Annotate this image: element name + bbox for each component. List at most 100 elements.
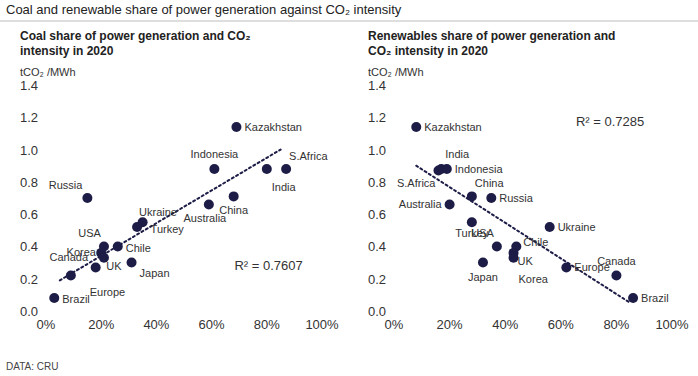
- x-tick: [211, 312, 212, 315]
- header-rule: [0, 21, 698, 22]
- point: [411, 122, 421, 132]
- y-tick-label: 0.6: [20, 207, 38, 222]
- y-tick: [42, 214, 45, 215]
- point-label: Kazakhstan: [424, 121, 481, 133]
- point: [467, 217, 477, 227]
- chart: Coal share of power generation and CO₂in…: [20, 29, 339, 332]
- point: [66, 270, 76, 280]
- y-tick: [42, 117, 45, 118]
- x-tick-label: 60%: [199, 317, 225, 332]
- x-tick: [156, 312, 157, 315]
- y-tick-label: 1.2: [20, 110, 38, 125]
- point: [231, 122, 241, 132]
- point: [82, 193, 92, 203]
- y-tick: [42, 149, 45, 150]
- point-label: Ukraine: [558, 221, 596, 233]
- x-tick: [266, 312, 267, 315]
- point: [49, 293, 59, 303]
- point: [433, 166, 443, 176]
- x-tick-label: 100%: [305, 317, 339, 332]
- x-tick: [449, 312, 450, 315]
- title-line: intensity in 2020: [20, 44, 114, 58]
- chart-title: Coal share of power generation and CO₂in…: [20, 29, 251, 58]
- point-label: Indonesia: [455, 163, 504, 175]
- y-tick-label: 1.4: [20, 78, 38, 93]
- point: [262, 164, 272, 174]
- y-tick: [42, 311, 45, 312]
- y-tick: [390, 246, 393, 247]
- y-tick-label: 1.4: [368, 78, 386, 93]
- point-label: India: [272, 181, 297, 193]
- point-label: Kazakhstan: [244, 121, 301, 133]
- x-tick: [394, 312, 395, 315]
- point-label: Japan: [140, 267, 170, 279]
- x-tick-label: 60%: [548, 317, 574, 332]
- y-tick: [390, 181, 393, 182]
- point-label: Brazil: [641, 292, 669, 304]
- point-label: UK: [518, 255, 534, 267]
- point-label: USA: [471, 227, 494, 239]
- point-label: Ukraine: [139, 206, 177, 218]
- title-line: CO₂ intensity in 2020: [368, 44, 488, 58]
- x-tick: [616, 312, 617, 315]
- y-tick-label: 0.8: [20, 175, 38, 190]
- point: [127, 258, 137, 268]
- point: [229, 191, 239, 201]
- point: [478, 258, 488, 268]
- plot-area: [49, 122, 291, 303]
- y-tick: [390, 214, 393, 215]
- point-label: Korea: [519, 273, 549, 285]
- chart: Renewables share of power generation and…: [368, 29, 689, 332]
- point: [628, 293, 638, 303]
- point-label: China: [475, 177, 505, 189]
- y-tick: [390, 149, 393, 150]
- point-label: Australia: [183, 212, 227, 224]
- point: [442, 164, 452, 174]
- x-tick: [672, 312, 673, 315]
- x-tick-label: 80%: [603, 317, 629, 332]
- title-line: Coal share of power generation and CO₂: [20, 29, 251, 43]
- plot-area: [411, 122, 638, 303]
- figure: Coal and renewable share of power genera…: [0, 0, 698, 376]
- r-squared: R² = 0.7285: [576, 114, 644, 129]
- point-label: Russia: [49, 179, 84, 191]
- y-tick: [390, 85, 393, 86]
- y-tick-label: 0.4: [20, 239, 38, 254]
- point-label: Russia: [499, 192, 534, 204]
- point-label: UK: [106, 260, 122, 272]
- point-label: Canada: [597, 255, 636, 267]
- point: [545, 222, 555, 232]
- y-tick-label: 0.6: [368, 207, 386, 222]
- y-tick-label: 1.0: [368, 143, 386, 158]
- point-label: Indonesia: [191, 148, 240, 160]
- y-tick-label: 0.0: [20, 304, 38, 319]
- y-tick-label: 1.0: [20, 143, 38, 158]
- y-tick-label: 1.2: [368, 110, 386, 125]
- point-label: Chile: [523, 236, 548, 248]
- x-tick: [101, 312, 102, 315]
- point: [209, 164, 219, 174]
- point: [113, 241, 123, 251]
- y-tick-label: 0.4: [368, 239, 386, 254]
- y-tick: [390, 311, 393, 312]
- chart-title: Renewables share of power generation and…: [368, 29, 615, 58]
- y-axis-label: tCO₂ /MWh: [368, 66, 424, 78]
- point: [91, 262, 101, 272]
- y-tick: [42, 278, 45, 279]
- y-tick-label: 0.2: [368, 272, 386, 287]
- title-line: Renewables share of power generation and: [368, 29, 615, 43]
- point-label: India: [445, 148, 470, 160]
- point-label: Brazil: [62, 293, 90, 305]
- y-tick-label: 0.2: [20, 272, 38, 287]
- point-label: Europe: [90, 286, 125, 298]
- y-tick-label: 0.0: [368, 304, 386, 319]
- point: [486, 193, 496, 203]
- x-tick-label: 40%: [492, 317, 518, 332]
- point: [611, 270, 621, 280]
- point-label: S.Africa: [289, 150, 328, 162]
- point: [204, 199, 214, 209]
- y-tick: [42, 246, 45, 247]
- point-label: Turkey: [151, 223, 185, 235]
- figure-title: Coal and renewable share of power genera…: [6, 2, 402, 17]
- point-label: Chile: [126, 242, 151, 254]
